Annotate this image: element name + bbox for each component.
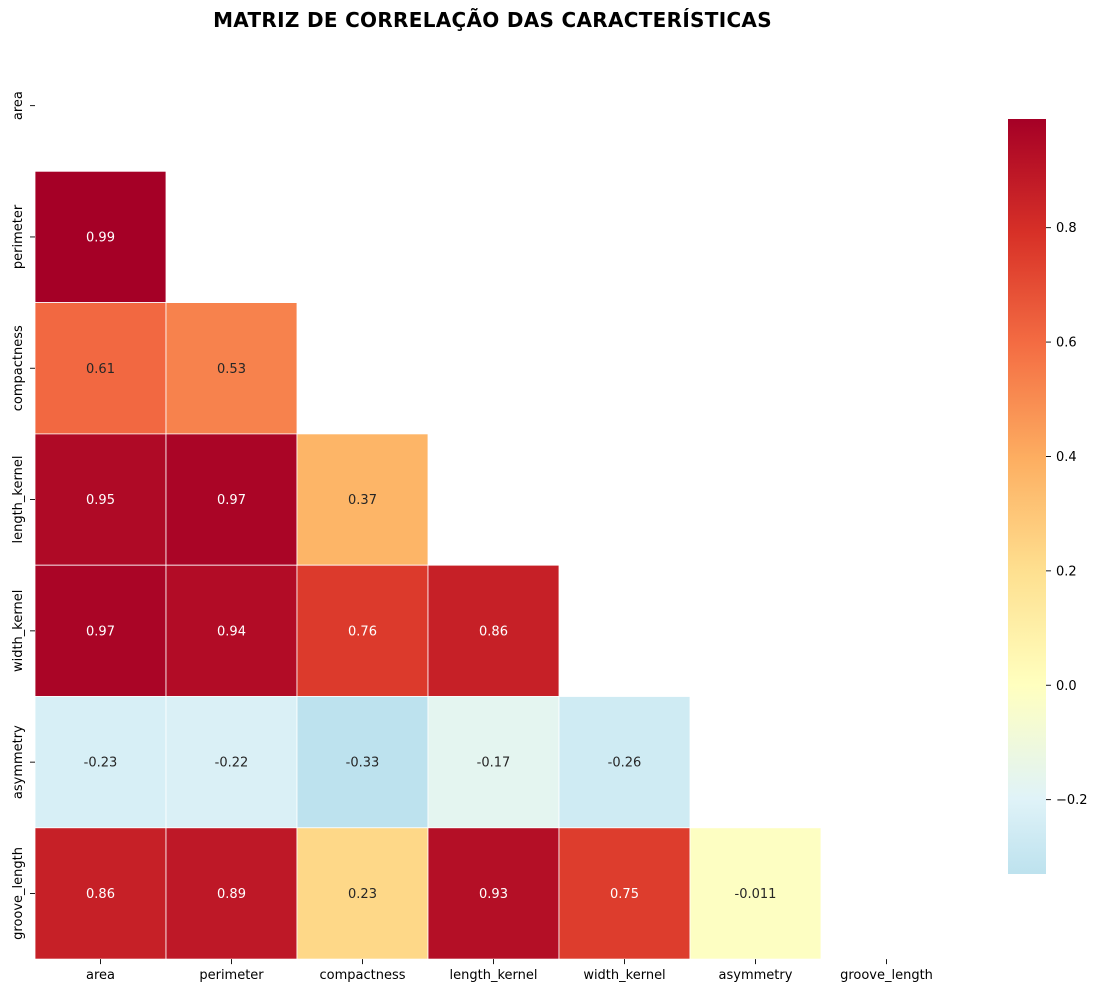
cell-value-label: 0.37: [348, 493, 377, 508]
cell-value-label: 0.86: [86, 887, 115, 902]
heatmap-cell-groove_length-width_kernel: [558, 827, 691, 960]
heatmap-cell-asymmetry-width_kernel: [558, 696, 691, 829]
heatmap-cell-groove_length-asymmetry: [689, 827, 822, 960]
x-tick-label-groove_length: groove_length: [840, 968, 933, 983]
cell-value-label: 0.23: [348, 887, 377, 902]
cell-value-label: -0.22: [215, 756, 249, 771]
y-tick-label-length_kernel: length_kernel: [11, 456, 26, 544]
colorbar-gradient: [1008, 119, 1046, 874]
heatmap-cell-width_kernel-length_kernel: [427, 564, 560, 697]
y-tick-label-groove_length: groove_length: [11, 847, 26, 940]
y-tick-label-asymmetry: asymmetry: [11, 725, 26, 799]
cell-value-label: -0.23: [84, 756, 118, 771]
heatmap-cell-perimeter-area: [34, 170, 167, 304]
x-tick-label-compactness: compactness: [319, 968, 405, 983]
cell-value-label: 0.99: [86, 230, 115, 245]
x-tick-label-area: area: [86, 968, 115, 983]
heatmap-cell-groove_length-length_kernel: [427, 827, 560, 960]
heatmap-cell-asymmetry-perimeter: [165, 696, 298, 829]
y-tick-label-area: area: [11, 91, 26, 120]
cell-value-label: -0.17: [477, 756, 511, 771]
cell-value-label: -0.33: [346, 756, 380, 771]
heatmap-cell-groove_length-compactness: [296, 827, 429, 960]
chart-title: MATRIZ DE CORRELAÇÃO DAS CARACTERÍSTICAS: [213, 8, 772, 32]
colorbar: −0.2 0.0 0.2 0.4 0.6 0.8: [1008, 119, 1088, 874]
heatmap-cell-width_kernel-perimeter: [165, 564, 298, 697]
cell-value-label: 0.76: [348, 624, 377, 639]
heatmap-annotations: 0.99 0.61 0.53 0.95 0.97 0.37 0.97 0.94 0.76 0.86…: [84, 230, 777, 902]
colorbar-tick-label: −0.2: [1056, 793, 1088, 808]
colorbar-tick-label: 0.8: [1056, 221, 1077, 236]
heatmap-cell-groove_length-perimeter: [165, 827, 298, 960]
heatmap-cell-length_kernel-area: [34, 433, 167, 566]
y-tick-label-width_kernel: width_kernel: [11, 590, 26, 672]
cell-value-label: 0.94: [217, 624, 246, 639]
colorbar-tick-label: 0.6: [1056, 336, 1077, 351]
cell-value-label: 0.75: [610, 887, 639, 902]
heatmap-cell-length_kernel-compactness: [296, 433, 429, 566]
y-tick-label-compactness: compactness: [11, 325, 26, 411]
cell-value-label: -0.011: [735, 887, 777, 902]
x-tick-label-perimeter: perimeter: [199, 968, 264, 983]
heatmap-cell-groove_length-area: [34, 827, 167, 960]
heatmap-cell-width_kernel-compactness: [296, 564, 429, 697]
x-tick-label-asymmetry: asymmetry: [719, 968, 793, 983]
cell-value-label: -0.26: [608, 756, 642, 771]
colorbar-tick-label: 0.4: [1056, 450, 1077, 465]
cell-value-label: 0.53: [217, 362, 246, 377]
cell-value-label: 0.61: [86, 362, 115, 377]
colorbar-tick-label: 0.2: [1056, 564, 1077, 579]
cell-value-label: 0.93: [479, 887, 508, 902]
x-tick-label-width_kernel: width_kernel: [583, 968, 665, 983]
heatmap-cell-asymmetry-length_kernel: [427, 696, 560, 829]
heatmap-cell-compactness-perimeter: [165, 302, 298, 435]
colorbar-tick-label: 0.0: [1056, 679, 1077, 694]
heatmap-cell-asymmetry-compactness: [296, 696, 429, 829]
heatmap-axes: area perimeter compactness length_kernel wid…: [11, 91, 933, 983]
cell-value-label: 0.89: [217, 887, 246, 902]
heatmap-cell-width_kernel-area: [34, 564, 167, 697]
cell-value-label: 0.86: [479, 624, 508, 639]
heatmap-cells: [34, 170, 822, 960]
x-tick-label-length_kernel: length_kernel: [450, 968, 538, 983]
cell-value-label: 0.97: [86, 624, 115, 639]
heatmap-cell-compactness-area: [34, 302, 167, 435]
y-tick-label-perimeter: perimeter: [11, 204, 26, 269]
cell-value-label: 0.95: [86, 493, 115, 508]
cell-value-label: 0.97: [217, 493, 246, 508]
